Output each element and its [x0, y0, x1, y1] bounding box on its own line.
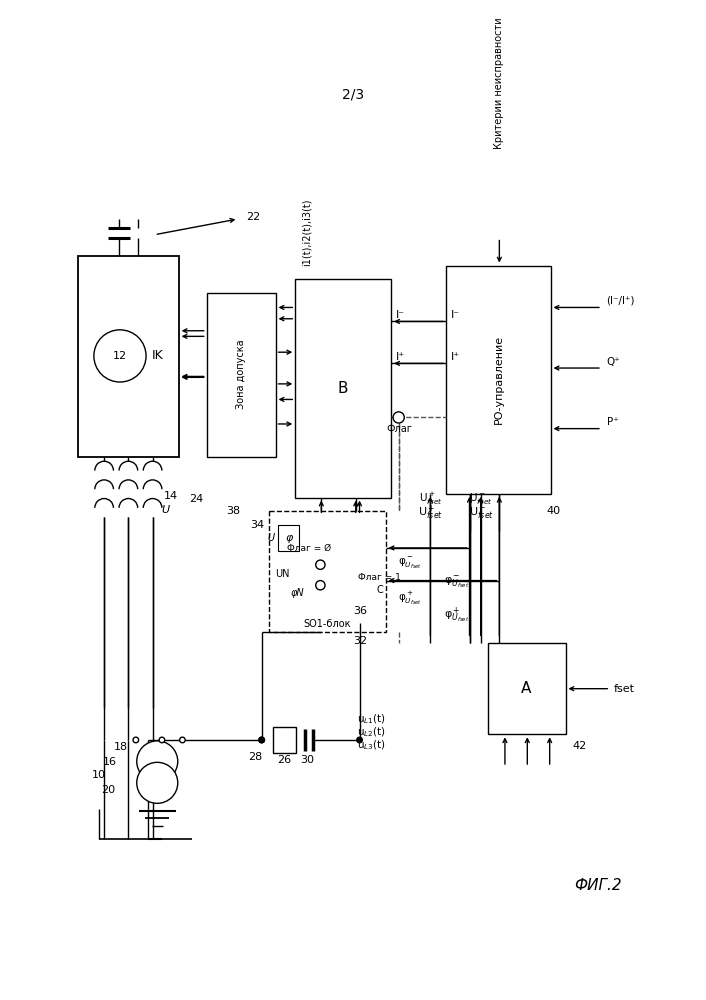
- Bar: [488, 643, 566, 734]
- Text: φ: φ: [285, 533, 292, 543]
- Text: φ$^+_{U_{fset}}$: φ$^+_{U_{fset}}$: [444, 605, 469, 625]
- Bar: [278, 525, 299, 551]
- Text: u$_{L3}$(t): u$_{L3}$(t): [357, 739, 385, 752]
- Text: fset: fset: [614, 684, 635, 694]
- Text: Q⁺: Q⁺: [606, 357, 621, 367]
- Text: I⁺: I⁺: [451, 352, 460, 362]
- Text: φ$_{U_{fset}}^-$: φ$_{U_{fset}}^-$: [398, 556, 422, 571]
- Text: 42: 42: [573, 741, 587, 751]
- Text: C: C: [376, 585, 383, 595]
- Text: 32: 32: [353, 636, 367, 646]
- Text: Флаг: Флаг: [387, 424, 412, 434]
- Text: 30: 30: [300, 755, 314, 765]
- Text: Флаг = Ø: Флаг = Ø: [287, 543, 331, 552]
- Text: U: U: [268, 533, 275, 543]
- Text: 22: 22: [246, 212, 260, 222]
- Text: 38: 38: [226, 506, 240, 516]
- Text: 14: 14: [164, 491, 178, 501]
- Text: 18: 18: [114, 742, 128, 752]
- Text: φN: φN: [290, 588, 304, 598]
- Text: 26: 26: [277, 755, 291, 765]
- Text: U: U: [161, 505, 169, 515]
- Text: 2/3: 2/3: [342, 88, 364, 102]
- Text: IK: IK: [151, 349, 163, 362]
- Text: Флаг = 1: Флаг = 1: [358, 573, 400, 582]
- Text: U$^-_{fset}$: U$^-_{fset}$: [469, 491, 493, 506]
- Text: P⁺: P⁺: [606, 417, 618, 427]
- Circle shape: [179, 737, 185, 743]
- Text: 20: 20: [101, 785, 115, 795]
- Text: SO1-блок: SO1-блок: [303, 619, 351, 629]
- Text: 34: 34: [251, 520, 265, 530]
- Circle shape: [357, 737, 362, 743]
- Text: u$_{L2}$(t): u$_{L2}$(t): [357, 726, 385, 739]
- Bar: [78, 256, 179, 457]
- Text: 16: 16: [103, 757, 117, 767]
- Circle shape: [137, 762, 178, 803]
- Circle shape: [137, 741, 178, 782]
- Text: 28: 28: [248, 752, 262, 762]
- Circle shape: [316, 560, 325, 569]
- Text: (I⁻/I⁺): (I⁻/I⁺): [606, 296, 635, 306]
- Text: 10: 10: [92, 770, 106, 780]
- Text: I⁻: I⁻: [451, 310, 460, 320]
- Text: B: B: [337, 381, 348, 396]
- Circle shape: [259, 737, 265, 743]
- Circle shape: [393, 412, 405, 423]
- Text: I⁻: I⁻: [396, 310, 405, 320]
- Bar: [446, 266, 551, 494]
- Text: UN: UN: [275, 569, 289, 579]
- Text: 12: 12: [113, 351, 127, 361]
- Text: u$_{L1}$(t): u$_{L1}$(t): [357, 713, 385, 726]
- Text: U$^+_{fset}$: U$^+_{fset}$: [418, 503, 443, 522]
- Text: 36: 36: [353, 606, 367, 616]
- Circle shape: [259, 737, 265, 743]
- Text: 24: 24: [189, 494, 203, 504]
- Circle shape: [316, 581, 325, 590]
- Text: 40: 40: [546, 506, 560, 516]
- Text: U$^+_{fset}$: U$^+_{fset}$: [419, 490, 442, 507]
- Bar: [269, 511, 385, 632]
- Text: РО-управление: РО-управление: [493, 335, 503, 424]
- Text: φ$_{U_{fset}}^-$: φ$_{U_{fset}}^-$: [444, 575, 469, 590]
- Bar: [207, 293, 275, 457]
- Text: I⁺: I⁺: [396, 352, 405, 362]
- Bar: [295, 279, 391, 498]
- Text: U$^-_{fset}$: U$^-_{fset}$: [469, 505, 494, 520]
- Text: ФИГ.2: ФИГ.2: [574, 878, 621, 893]
- Text: A: A: [521, 681, 532, 696]
- Text: Зона допуска: Зона допуска: [236, 340, 246, 409]
- Circle shape: [133, 737, 138, 743]
- Text: i1(t),i2(t),i3(t): i1(t),i2(t),i3(t): [301, 198, 311, 266]
- Text: φ$^+_{U_{fset}}$: φ$^+_{U_{fset}}$: [398, 590, 422, 607]
- Text: Критерии неисправности: Критерии неисправности: [494, 17, 504, 149]
- Bar: [273, 727, 296, 753]
- Circle shape: [159, 737, 164, 743]
- Circle shape: [94, 330, 146, 382]
